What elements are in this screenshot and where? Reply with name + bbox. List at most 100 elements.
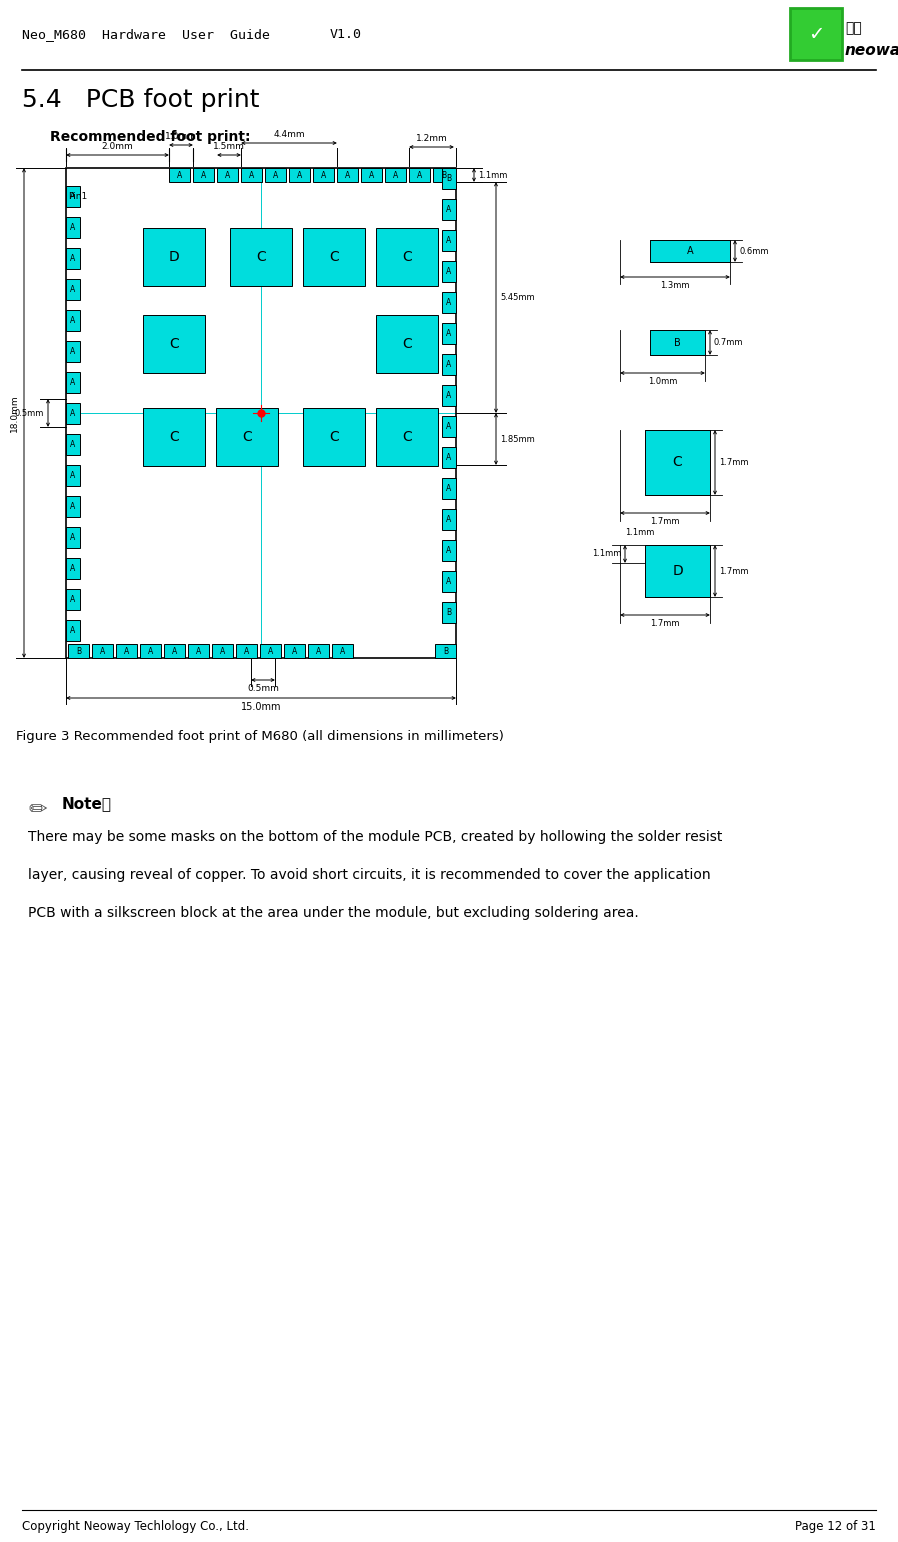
- Text: A: A: [446, 577, 452, 586]
- Text: A: A: [70, 316, 75, 325]
- Bar: [66, 527, 80, 547]
- Text: 1.85mm: 1.85mm: [500, 435, 534, 444]
- Bar: [92, 645, 113, 658]
- Text: Recommended foot print:: Recommended foot print:: [50, 130, 251, 143]
- Text: 1.0mm: 1.0mm: [647, 376, 677, 386]
- Bar: [241, 168, 262, 182]
- Text: A: A: [321, 171, 326, 179]
- Text: A: A: [70, 534, 75, 541]
- Text: A: A: [446, 392, 452, 399]
- Text: D: D: [169, 250, 180, 264]
- Text: A: A: [417, 171, 422, 179]
- Text: B: B: [446, 174, 452, 183]
- Text: A: A: [297, 171, 302, 179]
- Text: A: A: [345, 171, 350, 179]
- Text: A: A: [196, 646, 201, 655]
- Text: C: C: [330, 430, 339, 444]
- Bar: [376, 409, 438, 466]
- Text: A: A: [70, 595, 75, 604]
- Bar: [66, 497, 80, 517]
- Text: A: A: [339, 646, 345, 655]
- Text: A: A: [70, 254, 75, 264]
- Text: 1.7mm: 1.7mm: [650, 517, 680, 526]
- Text: Note：: Note：: [62, 796, 112, 811]
- Bar: [442, 386, 456, 406]
- Text: A: A: [446, 359, 452, 369]
- Text: Copyright Neoway Techlology Co., Ltd.: Copyright Neoway Techlology Co., Ltd.: [22, 1520, 249, 1533]
- Text: 1.2mm: 1.2mm: [416, 134, 447, 143]
- Bar: [433, 168, 454, 182]
- Text: A: A: [446, 515, 452, 524]
- Text: A: A: [70, 378, 75, 387]
- Bar: [650, 330, 705, 355]
- Text: A: A: [446, 236, 452, 245]
- Bar: [332, 645, 353, 658]
- Text: C: C: [402, 430, 412, 444]
- Bar: [216, 409, 278, 466]
- Bar: [442, 571, 456, 592]
- Bar: [645, 430, 710, 495]
- Text: A: A: [446, 546, 452, 555]
- Bar: [442, 261, 456, 282]
- Bar: [289, 168, 310, 182]
- Bar: [442, 478, 456, 500]
- Text: There may be some masks on the bottom of the module PCB, created by hollowing th: There may be some masks on the bottom of…: [28, 830, 722, 843]
- Text: C: C: [402, 338, 412, 352]
- Bar: [442, 230, 456, 251]
- Bar: [143, 409, 205, 466]
- Text: 1.5mm: 1.5mm: [213, 142, 245, 151]
- Text: C: C: [330, 250, 339, 264]
- Text: 1.7mm: 1.7mm: [719, 566, 749, 575]
- Bar: [66, 589, 80, 611]
- Bar: [337, 168, 358, 182]
- Text: A: A: [100, 646, 105, 655]
- Bar: [164, 645, 185, 658]
- Bar: [66, 341, 80, 362]
- Bar: [435, 645, 456, 658]
- Text: A: A: [70, 626, 75, 635]
- Text: A: A: [268, 646, 273, 655]
- Bar: [442, 416, 456, 436]
- Bar: [361, 168, 382, 182]
- Bar: [442, 509, 456, 530]
- Bar: [66, 402, 80, 424]
- Text: A: A: [244, 646, 249, 655]
- Bar: [230, 228, 292, 285]
- Text: 1.7mm: 1.7mm: [719, 458, 749, 467]
- Bar: [188, 645, 209, 658]
- Text: C: C: [169, 430, 179, 444]
- Text: A: A: [124, 646, 129, 655]
- Text: 2.0mm: 2.0mm: [101, 142, 134, 151]
- Text: A: A: [70, 193, 75, 200]
- Bar: [217, 168, 238, 182]
- Text: B: B: [443, 646, 448, 655]
- Text: A: A: [70, 224, 75, 231]
- Text: 1.0mm: 1.0mm: [165, 133, 197, 140]
- Text: B: B: [446, 608, 452, 617]
- Text: 1.1mm: 1.1mm: [478, 171, 507, 179]
- Text: A: A: [70, 470, 75, 480]
- Text: A: A: [393, 171, 398, 179]
- Text: 1.1mm: 1.1mm: [625, 527, 655, 537]
- Bar: [265, 168, 286, 182]
- Text: A: A: [70, 439, 75, 449]
- Bar: [303, 228, 365, 285]
- Bar: [66, 558, 80, 578]
- Text: V1.0: V1.0: [330, 28, 362, 42]
- Bar: [645, 544, 710, 597]
- Text: C: C: [402, 250, 412, 264]
- Text: B: B: [674, 338, 681, 347]
- Text: A: A: [177, 171, 182, 179]
- Text: A: A: [369, 171, 374, 179]
- Text: A: A: [446, 423, 452, 432]
- Bar: [66, 217, 80, 237]
- Text: A: A: [249, 171, 254, 179]
- Text: A: A: [687, 247, 693, 256]
- Text: 18.0mm: 18.0mm: [10, 395, 19, 432]
- Bar: [236, 645, 257, 658]
- Text: 0.5mm: 0.5mm: [14, 409, 44, 418]
- Text: A: A: [224, 171, 230, 179]
- Bar: [140, 645, 161, 658]
- Text: A: A: [201, 171, 207, 179]
- Text: C: C: [242, 430, 251, 444]
